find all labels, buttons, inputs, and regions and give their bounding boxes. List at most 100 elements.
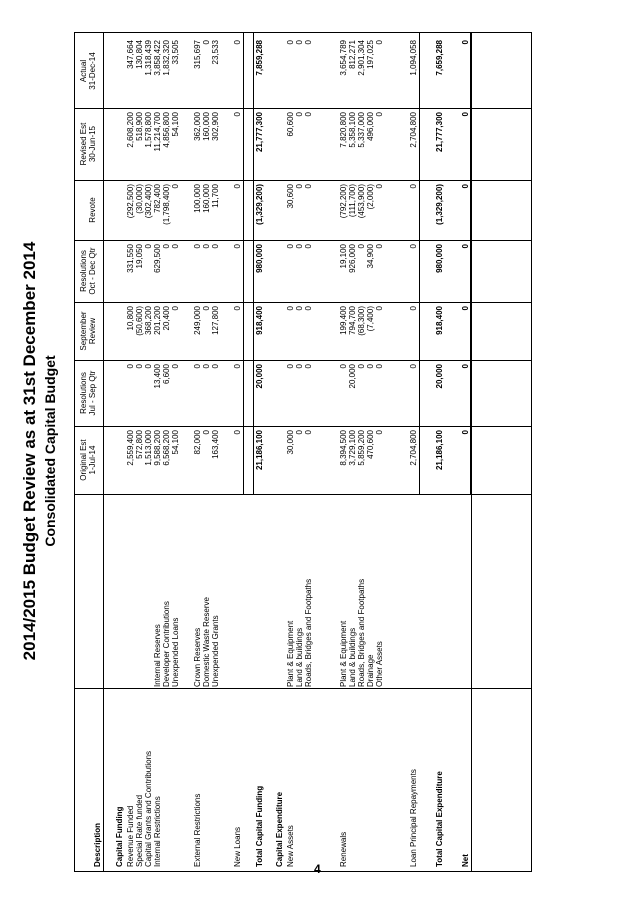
row-divider — [419, 33, 420, 495]
value-cell: 0 — [375, 184, 384, 189]
value-cell: 0 — [286, 244, 295, 249]
value-cell: 0 — [304, 430, 313, 435]
value-cell: 130,804 — [135, 40, 144, 69]
value-cell: 918,400 — [435, 306, 444, 335]
row-subcategory: Unexpended Loans — [171, 617, 180, 687]
value-cell: 0 — [304, 184, 313, 189]
value-cell: 19,100 — [339, 244, 348, 269]
value-cell: 54,100 — [171, 430, 180, 455]
value-cell: 0 — [144, 364, 153, 369]
row-subcategory: Plant & Equipment — [286, 620, 295, 687]
value-cell: 0 — [233, 244, 242, 249]
row-subcategory: Developer Contributions — [162, 601, 171, 687]
value-cell: 302,900 — [211, 112, 220, 141]
value-cell: 0 — [304, 112, 313, 117]
column-divider — [75, 240, 531, 241]
value-cell: 0 — [461, 430, 470, 435]
value-cell: 3,858,422 — [153, 40, 162, 76]
value-cell: 0 — [233, 184, 242, 189]
value-cell: 980,000 — [255, 244, 264, 273]
value-cell: 0 — [233, 306, 242, 311]
value-cell: 0 — [357, 244, 366, 249]
value-cell: 21,777,300 — [255, 112, 264, 153]
value-cell: 0 — [286, 40, 295, 45]
value-cell: 315,697 — [193, 40, 202, 69]
value-cell: (792,200) — [339, 184, 348, 219]
value-cell: 0 — [375, 112, 384, 117]
value-cell: 794,700 — [348, 306, 357, 335]
value-cell: 0 — [409, 244, 418, 249]
value-cell: 0 — [295, 364, 304, 369]
value-cell: (50,600) — [135, 306, 144, 336]
value-cell: 496,000 — [366, 112, 375, 141]
header-description: Description — [93, 822, 102, 867]
row-description: Net — [461, 854, 470, 867]
value-cell: 127,800 — [211, 306, 220, 335]
value-cell: (1,329,200) — [435, 184, 444, 225]
value-cell: 5,337,000 — [357, 112, 366, 148]
row-subcategory: Land & buildings — [295, 627, 304, 687]
header-revised-line1: Revised Est — [79, 122, 88, 166]
value-cell: 82,000 — [193, 430, 202, 455]
row-description: New Loans — [233, 826, 242, 867]
value-cell: (68,300) — [357, 306, 366, 336]
value-cell: 1,094,058 — [409, 40, 418, 76]
header-res-q1-line2: Jul - Sep Qtr — [88, 370, 97, 416]
value-cell: 0 — [366, 364, 375, 369]
value-cell: 0 — [304, 306, 313, 311]
value-cell: 572,800 — [135, 430, 144, 459]
row-subcategory: Domestic Waste Reserve — [202, 597, 211, 687]
value-cell: 0 — [295, 244, 304, 249]
value-cell: 1,578,800 — [144, 112, 153, 148]
value-cell: 918,400 — [255, 306, 264, 335]
header-revote: Revote — [88, 197, 97, 223]
value-cell: 0 — [461, 364, 470, 369]
value-cell: 0 — [286, 306, 295, 311]
value-cell: (1,798,400) — [162, 184, 171, 225]
value-cell: 160,000 — [202, 112, 211, 141]
header-september-line1: September — [79, 311, 88, 351]
value-cell: 2,704,800 — [409, 112, 418, 148]
column-divider — [75, 108, 531, 109]
row-description: Special Rate funded — [135, 794, 144, 867]
value-cell: 1,318,439 — [144, 40, 153, 76]
row-description: Renewals — [339, 831, 348, 867]
value-cell: (111,700) — [348, 184, 357, 218]
row-divider — [243, 33, 244, 495]
value-cell: 4,856,800 — [162, 112, 171, 148]
value-cell: 0 — [211, 244, 220, 249]
value-cell: 10,800 — [126, 306, 135, 331]
value-cell: 201,200 — [153, 306, 162, 335]
value-cell: 2,608,200 — [126, 112, 135, 148]
value-cell: 21,186,100 — [255, 430, 264, 471]
value-cell: 0 — [193, 364, 202, 369]
value-cell: 30,000 — [286, 430, 295, 455]
value-cell: 0 — [375, 364, 384, 369]
value-cell: 0 — [202, 306, 211, 311]
value-cell: 3,654,789 — [339, 40, 348, 76]
value-cell: 0 — [461, 244, 470, 249]
row-subcategory: Internal Reserves — [153, 624, 162, 687]
value-cell: 34,900 — [366, 244, 375, 269]
value-cell: 7,659,288 — [435, 40, 444, 76]
value-cell: 0 — [375, 306, 384, 311]
row-subcategory: Other Assets — [375, 641, 384, 687]
value-cell: 0 — [357, 364, 366, 369]
value-cell: 2,559,400 — [126, 430, 135, 466]
value-cell: 347,664 — [126, 40, 135, 69]
value-cell: 0 — [461, 112, 470, 117]
value-cell: 60,600 — [286, 112, 295, 137]
value-cell: 926,000 — [348, 244, 357, 273]
value-cell: 0 — [144, 244, 153, 249]
value-cell: 160,000 — [202, 184, 211, 213]
value-cell: 0 — [295, 306, 304, 311]
value-cell: 197,025 — [366, 40, 375, 69]
value-cell: 470,600 — [366, 430, 375, 459]
value-cell: 21,777,300 — [435, 112, 444, 153]
value-cell: 0 — [304, 40, 313, 45]
value-cell: 6,600 — [162, 364, 171, 385]
column-divider — [75, 494, 531, 495]
value-cell: 812,271 — [348, 40, 357, 69]
value-cell: 0 — [409, 364, 418, 369]
